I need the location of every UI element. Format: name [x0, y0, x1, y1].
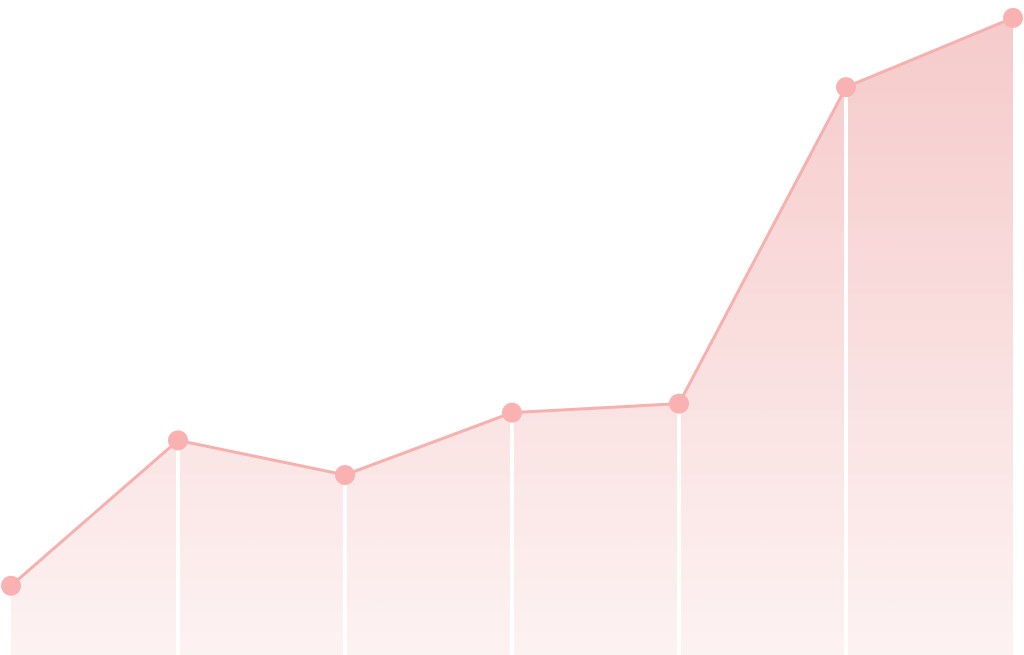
data-point: [669, 393, 689, 414]
data-point: [1003, 7, 1023, 28]
data-point: [502, 402, 522, 423]
data-point: [335, 464, 355, 485]
area-fill: [11, 17, 1013, 655]
data-point: [836, 77, 856, 98]
data-point: [168, 430, 188, 451]
data-point: [1, 575, 21, 596]
